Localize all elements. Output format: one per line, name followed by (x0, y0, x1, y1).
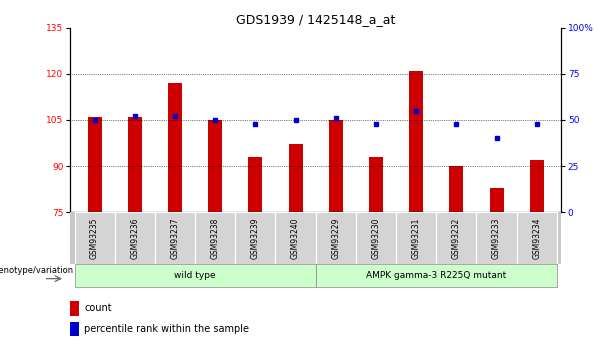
Bar (128, 117, 142, 212)
Bar (490, 188, 504, 212)
Bar (115, 212, 155, 264)
Bar (369, 157, 383, 212)
Bar (530, 160, 544, 212)
Bar (75, 212, 115, 264)
Text: GSM93234: GSM93234 (532, 217, 541, 259)
Bar (88, 117, 102, 212)
Bar (517, 212, 557, 264)
Bar (75, 265, 316, 287)
Bar (449, 166, 463, 212)
Text: GSM93235: GSM93235 (90, 217, 99, 259)
Text: GSM93236: GSM93236 (131, 217, 139, 259)
Bar (168, 83, 182, 212)
Bar (235, 212, 275, 264)
Bar (436, 212, 476, 264)
Bar (476, 212, 517, 264)
Text: GSM93240: GSM93240 (291, 217, 300, 259)
Bar (155, 212, 195, 264)
Bar (289, 145, 303, 212)
Bar (329, 120, 343, 212)
Title: GDS1939 / 1425148_a_at: GDS1939 / 1425148_a_at (236, 13, 395, 27)
Text: GSM93229: GSM93229 (331, 217, 340, 259)
Bar (316, 212, 356, 264)
Bar (275, 212, 316, 264)
Bar (195, 212, 235, 264)
Bar (70, 322, 79, 336)
Bar (70, 301, 79, 316)
Bar (316, 265, 557, 287)
Bar (356, 212, 396, 264)
Text: GSM93232: GSM93232 (452, 217, 461, 259)
Text: genotype/variation: genotype/variation (0, 266, 74, 275)
Text: wild type: wild type (174, 271, 216, 280)
Text: GSM93238: GSM93238 (211, 217, 219, 259)
Text: count: count (84, 303, 112, 313)
Bar (248, 157, 262, 212)
Text: GSM93233: GSM93233 (492, 217, 501, 259)
Text: GSM93230: GSM93230 (371, 217, 381, 259)
Text: AMPK gamma-3 R225Q mutant: AMPK gamma-3 R225Q mutant (366, 271, 506, 280)
Text: GSM93237: GSM93237 (170, 217, 180, 259)
Bar (208, 120, 223, 212)
Text: GSM93239: GSM93239 (251, 217, 260, 259)
Bar (409, 71, 423, 212)
Text: percentile rank within the sample: percentile rank within the sample (84, 324, 249, 334)
Text: GSM93231: GSM93231 (412, 217, 421, 259)
Bar (396, 212, 436, 264)
